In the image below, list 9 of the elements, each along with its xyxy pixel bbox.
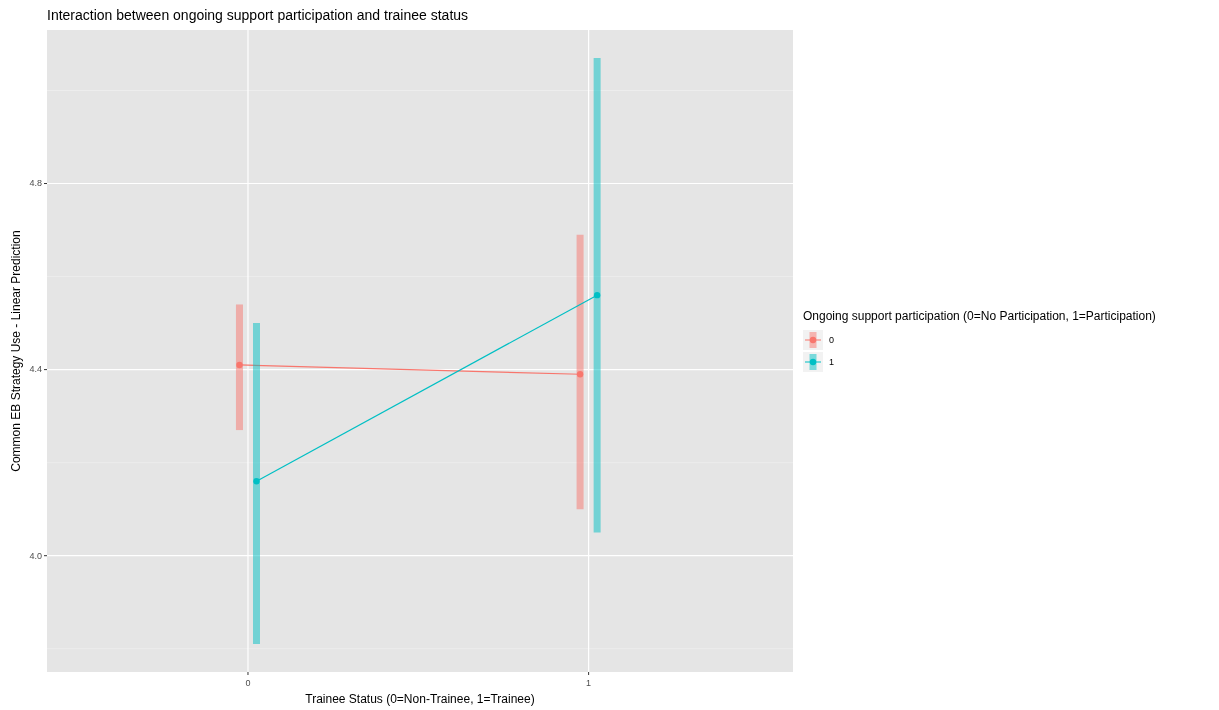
y-axis-title: Common EB Strategy Use - Linear Prediction [9, 230, 23, 472]
chart-title: Interaction between ongoing support participation and trainee status [47, 7, 469, 23]
y-tick-label: 4.4 [29, 364, 42, 375]
legend-label: 1 [829, 356, 835, 367]
y-tick-label: 4.8 [29, 178, 42, 189]
x-axis-title: Trainee Status (0=Non-Trainee, 1=Trainee) [305, 692, 535, 706]
legend-label: 0 [829, 334, 835, 345]
y-tick-label: 4.0 [29, 550, 42, 561]
legend-title: Ongoing support participation (0=No Participation, 1=Participation) [803, 309, 1156, 323]
